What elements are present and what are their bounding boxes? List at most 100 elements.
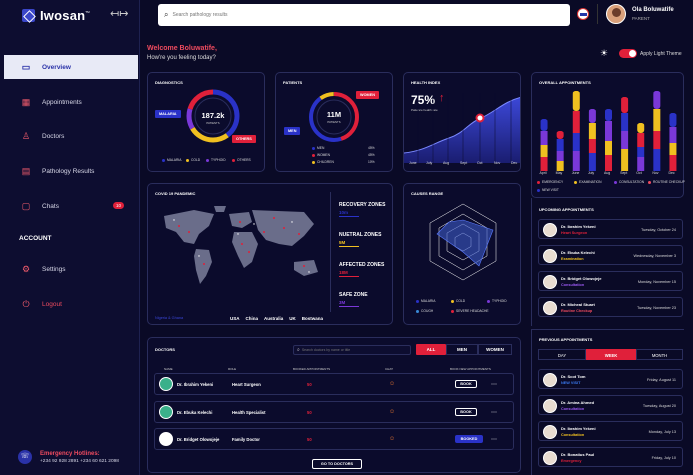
stat-label: AFFECTED ZONES	[339, 262, 385, 268]
bar-segment	[605, 155, 612, 171]
theme-toggle[interactable]	[619, 49, 637, 58]
sidebar-item-label: Doctors	[42, 132, 65, 140]
tab-men[interactable]: MEN	[446, 344, 478, 355]
tab-day[interactable]: DAY	[538, 349, 586, 360]
x-tick-label: May	[555, 171, 563, 175]
covid-highlight-country[interactable]: Nigeria & Ghana	[155, 316, 184, 320]
collapse-sidebar-icon[interactable]: ↤↦	[110, 8, 129, 20]
list-item[interactable]: Dr. Ebuka Kelechi Examination Wednesday,…	[538, 245, 683, 265]
country-tab-uk[interactable]: UK	[289, 316, 296, 321]
book-button[interactable]: BOOK	[455, 408, 477, 416]
appointment-doctor: Dr. Amina Ahmed	[561, 400, 595, 405]
calendar-icon: ▦	[21, 97, 31, 107]
country-tab-australia[interactable]: Australia	[264, 316, 284, 321]
tab-all[interactable]: ALL	[416, 344, 446, 355]
tab-week[interactable]: WEEK	[586, 349, 636, 360]
donut-inner-ring	[316, 99, 352, 135]
sidebar-item-chats[interactable]: ▢ Chats 10	[4, 194, 138, 218]
avatar[interactable]	[606, 4, 626, 24]
search-icon: ⌕	[164, 10, 169, 19]
map-australia	[294, 260, 318, 276]
list-item[interactable]: Dr. Micheal Stuart Routine Checkup Tuesd…	[538, 297, 683, 317]
chat-icon[interactable]: ☺	[389, 381, 396, 387]
appointment-date: Tuesday, October 24	[640, 228, 676, 232]
user-name: Ola Boluwatife	[632, 7, 674, 13]
causes-range-card: CAUSES RANGE MALARIA COLD TYPHOID COUGH …	[403, 183, 521, 325]
more-icon[interactable]: ⋯	[491, 409, 497, 416]
doctor-search[interactable]: ⌕	[293, 345, 411, 355]
avatar	[543, 451, 557, 465]
health-highlight-point[interactable]	[475, 113, 485, 123]
booked-count: 50	[307, 381, 312, 387]
appointment-doctor: Dr. Scot Tom	[561, 374, 586, 379]
avatar	[543, 249, 557, 263]
more-icon[interactable]: ⋯	[491, 436, 497, 443]
tab-women[interactable]: WOMEN	[478, 344, 512, 355]
table-row[interactable]: Dr. Ebuka Kelechi Health Specialist 50 ☺…	[154, 401, 514, 423]
avatar	[543, 425, 557, 439]
search-bar[interactable]: ⌕	[158, 4, 570, 26]
stat-value: 3M	[339, 300, 346, 305]
welcome-subtitle: How're you feeling today?	[147, 55, 216, 61]
sidebar-item-label: Settings	[42, 265, 66, 273]
legend-item: SEVERE HEADACHE	[451, 309, 489, 313]
booked-button[interactable]: BOOKED	[455, 435, 483, 443]
appointment-doctor: Dr. Ebuka Kelechi	[561, 250, 595, 255]
sidebar-item-overview[interactable]: ▭ Overview	[4, 55, 138, 79]
patients-card: PATIENTS 11M PATIENTS WOMEN MEN MEN 45% …	[275, 72, 393, 172]
legend-item: OTHERS	[232, 158, 251, 162]
more-icon[interactable]: ⋯	[491, 381, 497, 388]
table-row[interactable]: Dr. Ibrahim Yekeni Heart Surgeon 50 ☺ BO…	[154, 373, 514, 395]
book-button[interactable]: BOOK	[455, 380, 477, 388]
card-title: PATIENTS	[283, 80, 303, 85]
appointment-date: Friday, July 10	[651, 456, 676, 460]
language-flag-icon[interactable]	[577, 8, 589, 20]
tab-month[interactable]: MONTH	[636, 349, 683, 360]
sidebar-item-logout[interactable]: ⏻ Logout	[4, 292, 138, 316]
chat-icon[interactable]: ☺	[389, 409, 396, 415]
search-icon: ⌕	[297, 347, 300, 353]
causes-radar-chart	[429, 203, 497, 281]
section-title: UPCOMING APPOINTMENTS	[539, 207, 594, 212]
list-item[interactable]: Dr. Ibrahim Yekeni Heart Surgeon Tuesday…	[538, 219, 683, 239]
card-title: OVERALL APPOINTMENTS	[539, 80, 591, 85]
avatar	[159, 432, 173, 446]
country-tab-usa[interactable]: USA	[230, 316, 240, 321]
appointment-doctor: Dr. Micheal Stuart	[561, 302, 595, 307]
stat-value: 18M	[339, 270, 348, 275]
bar-cap	[605, 109, 612, 113]
list-item[interactable]: Dr. Amina Ahmed Consultation Tuesday, Au…	[538, 395, 683, 415]
sidebar-item-settings[interactable]: ⚙ Settings	[4, 257, 138, 281]
doctor-name: Dr. Ibrahim Yekeni	[177, 381, 214, 387]
country-tab-bostwana[interactable]: Bostwana	[301, 316, 324, 321]
previous-appointments-panel: PREVIOUS APPOINTMENTS	[531, 329, 684, 475]
sidebar-item-appointments[interactable]: ▦ Appointments	[4, 90, 138, 114]
go-to-doctors-button[interactable]: GO TO DOCTORS	[312, 459, 362, 469]
health-area	[404, 97, 520, 163]
avatar	[543, 399, 557, 413]
sidebar-item-pathology[interactable]: ▤ Pathology Results	[4, 159, 138, 183]
x-tick-label: July	[587, 171, 595, 175]
chat-icon[interactable]: ☺	[389, 436, 396, 442]
doctor-search-input[interactable]	[301, 348, 407, 352]
health-index-card: HEALTH INDEX 75% ↑ Patience health rate …	[403, 72, 521, 172]
list-item[interactable]: Dr. Bridget Olowojeje Consultation Monda…	[538, 271, 683, 291]
search-input[interactable]	[172, 12, 553, 18]
map-north-america	[164, 210, 214, 244]
gear-icon: ⚙	[21, 264, 31, 274]
list-item[interactable]: Dr. Ibrahim Yekeni Consultation Monday, …	[538, 421, 683, 441]
table-row[interactable]: Dr. Bridget Olowojeje Family Doctor 50 ☺…	[154, 428, 514, 450]
booked-count: 50	[307, 409, 312, 415]
logo[interactable]: Iwosan TM	[22, 8, 90, 23]
list-item[interactable]: Dr. Bonatius Paul Emergency Friday, July…	[538, 447, 683, 467]
legend-item: MALARIA	[416, 299, 435, 303]
x-tick-label: Sept	[620, 171, 628, 175]
sidebar-item-doctors[interactable]: ♙ Doctors	[4, 124, 138, 148]
bar-segment	[572, 151, 580, 171]
list-item[interactable]: Dr. Scot Tom NEW VISIT Friday, August 11	[538, 369, 683, 389]
patients-center-label: PATIENTS	[327, 120, 341, 124]
country-tab-china[interactable]: China	[245, 316, 259, 321]
welcome-title: Welcome Boluwatife,	[147, 45, 217, 52]
bar-segment	[572, 133, 580, 151]
